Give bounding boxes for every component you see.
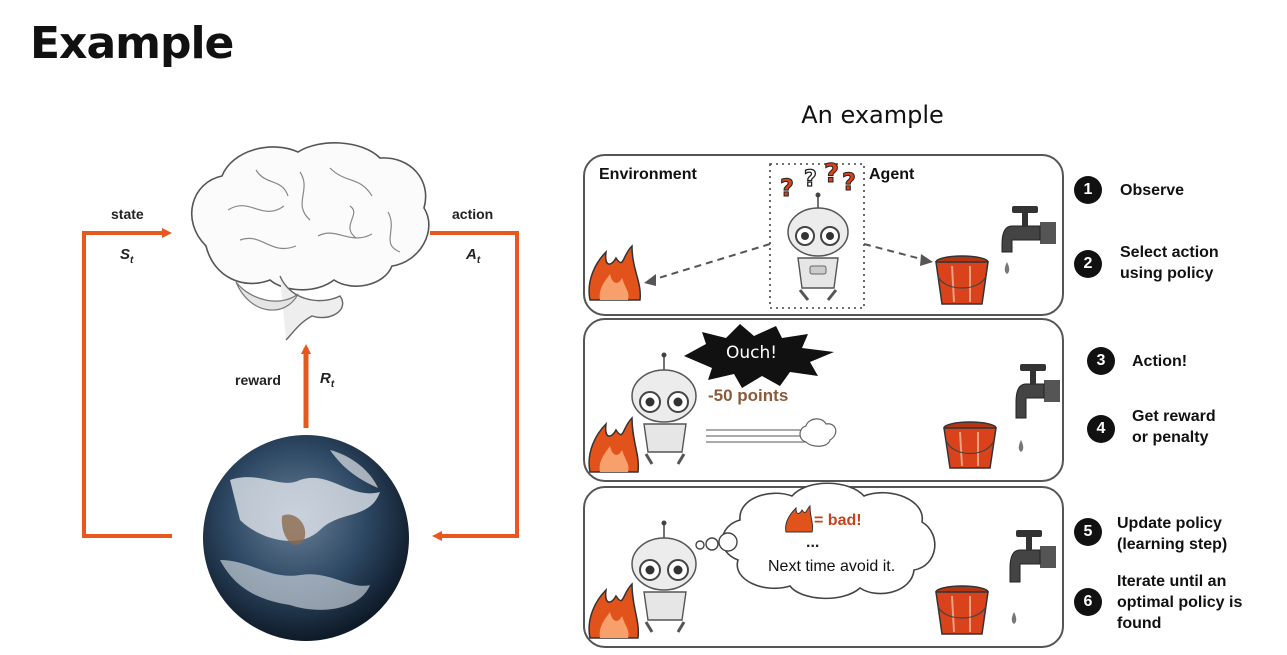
svg-text:?: ? <box>824 159 839 189</box>
bucket-icon <box>935 255 989 305</box>
fire-icon <box>588 416 640 473</box>
step-3-text: Action! <box>1132 353 1188 370</box>
earth-icon <box>203 435 409 641</box>
robot-icon <box>631 352 697 465</box>
motion-lines <box>706 418 837 447</box>
step-5-number: 5 <box>1074 518 1102 546</box>
agent-focus-box <box>769 163 865 309</box>
action-symbol: At <box>466 246 481 266</box>
step-1-text: Observe <box>1120 182 1185 199</box>
state-arrow <box>82 228 172 538</box>
brain-icon <box>190 142 430 341</box>
state-label: state <box>111 206 144 222</box>
bucket-icon <box>935 585 989 635</box>
svg-text:?: ? <box>842 168 856 196</box>
agent-label: Agent <box>869 166 915 183</box>
thought-cloud <box>695 482 936 600</box>
environment-label: Environment <box>599 166 697 183</box>
dashed-arrow-to-bucket <box>863 243 926 261</box>
step-4-number: 4 <box>1087 415 1115 443</box>
thought-bad: = bad! <box>814 512 862 529</box>
step-5-text: Update policy (learning step) <box>1117 515 1228 553</box>
state-symbol: St <box>120 246 134 266</box>
step-6-number: 6 <box>1074 588 1102 616</box>
reward-label: reward <box>235 372 281 388</box>
action-arrow <box>430 231 519 541</box>
fire-icon <box>588 244 641 301</box>
penalty-points: -50 points <box>708 386 789 405</box>
bucket-icon <box>943 421 997 469</box>
faucet-icon <box>1015 364 1060 452</box>
step-2-number: 2 <box>1074 250 1102 278</box>
action-label: action <box>452 206 494 222</box>
example-heading: An example <box>801 101 944 129</box>
thought-line: Next time avoid it. <box>768 558 896 575</box>
question-marks: ? ? ? ? <box>780 159 857 203</box>
reward-symbol: Rt <box>320 370 335 390</box>
step-3-number: 3 <box>1087 347 1115 375</box>
slide-title: Example <box>30 18 234 69</box>
ouch-burst <box>684 324 834 388</box>
step-1-number: 1 <box>1074 176 1102 204</box>
svg-text:?: ? <box>780 174 794 202</box>
robot-icon <box>787 192 849 301</box>
svg-text:?: ? <box>804 167 817 192</box>
ouch-text: Ouch! <box>726 343 778 363</box>
faucet-icon <box>1009 530 1056 624</box>
dashed-arrow-to-fire <box>651 243 771 281</box>
step-4-text: Get reward or penalty <box>1132 408 1216 446</box>
fire-icon <box>588 582 640 639</box>
robot-icon <box>631 520 697 633</box>
thought-ellipsis: ... <box>806 534 820 551</box>
step-6-text: Iterate until an optimal policy is found <box>1117 573 1243 632</box>
step-2-text: Select action using policy <box>1120 244 1219 282</box>
fire-icon <box>785 504 814 533</box>
faucet-icon <box>1001 206 1056 274</box>
